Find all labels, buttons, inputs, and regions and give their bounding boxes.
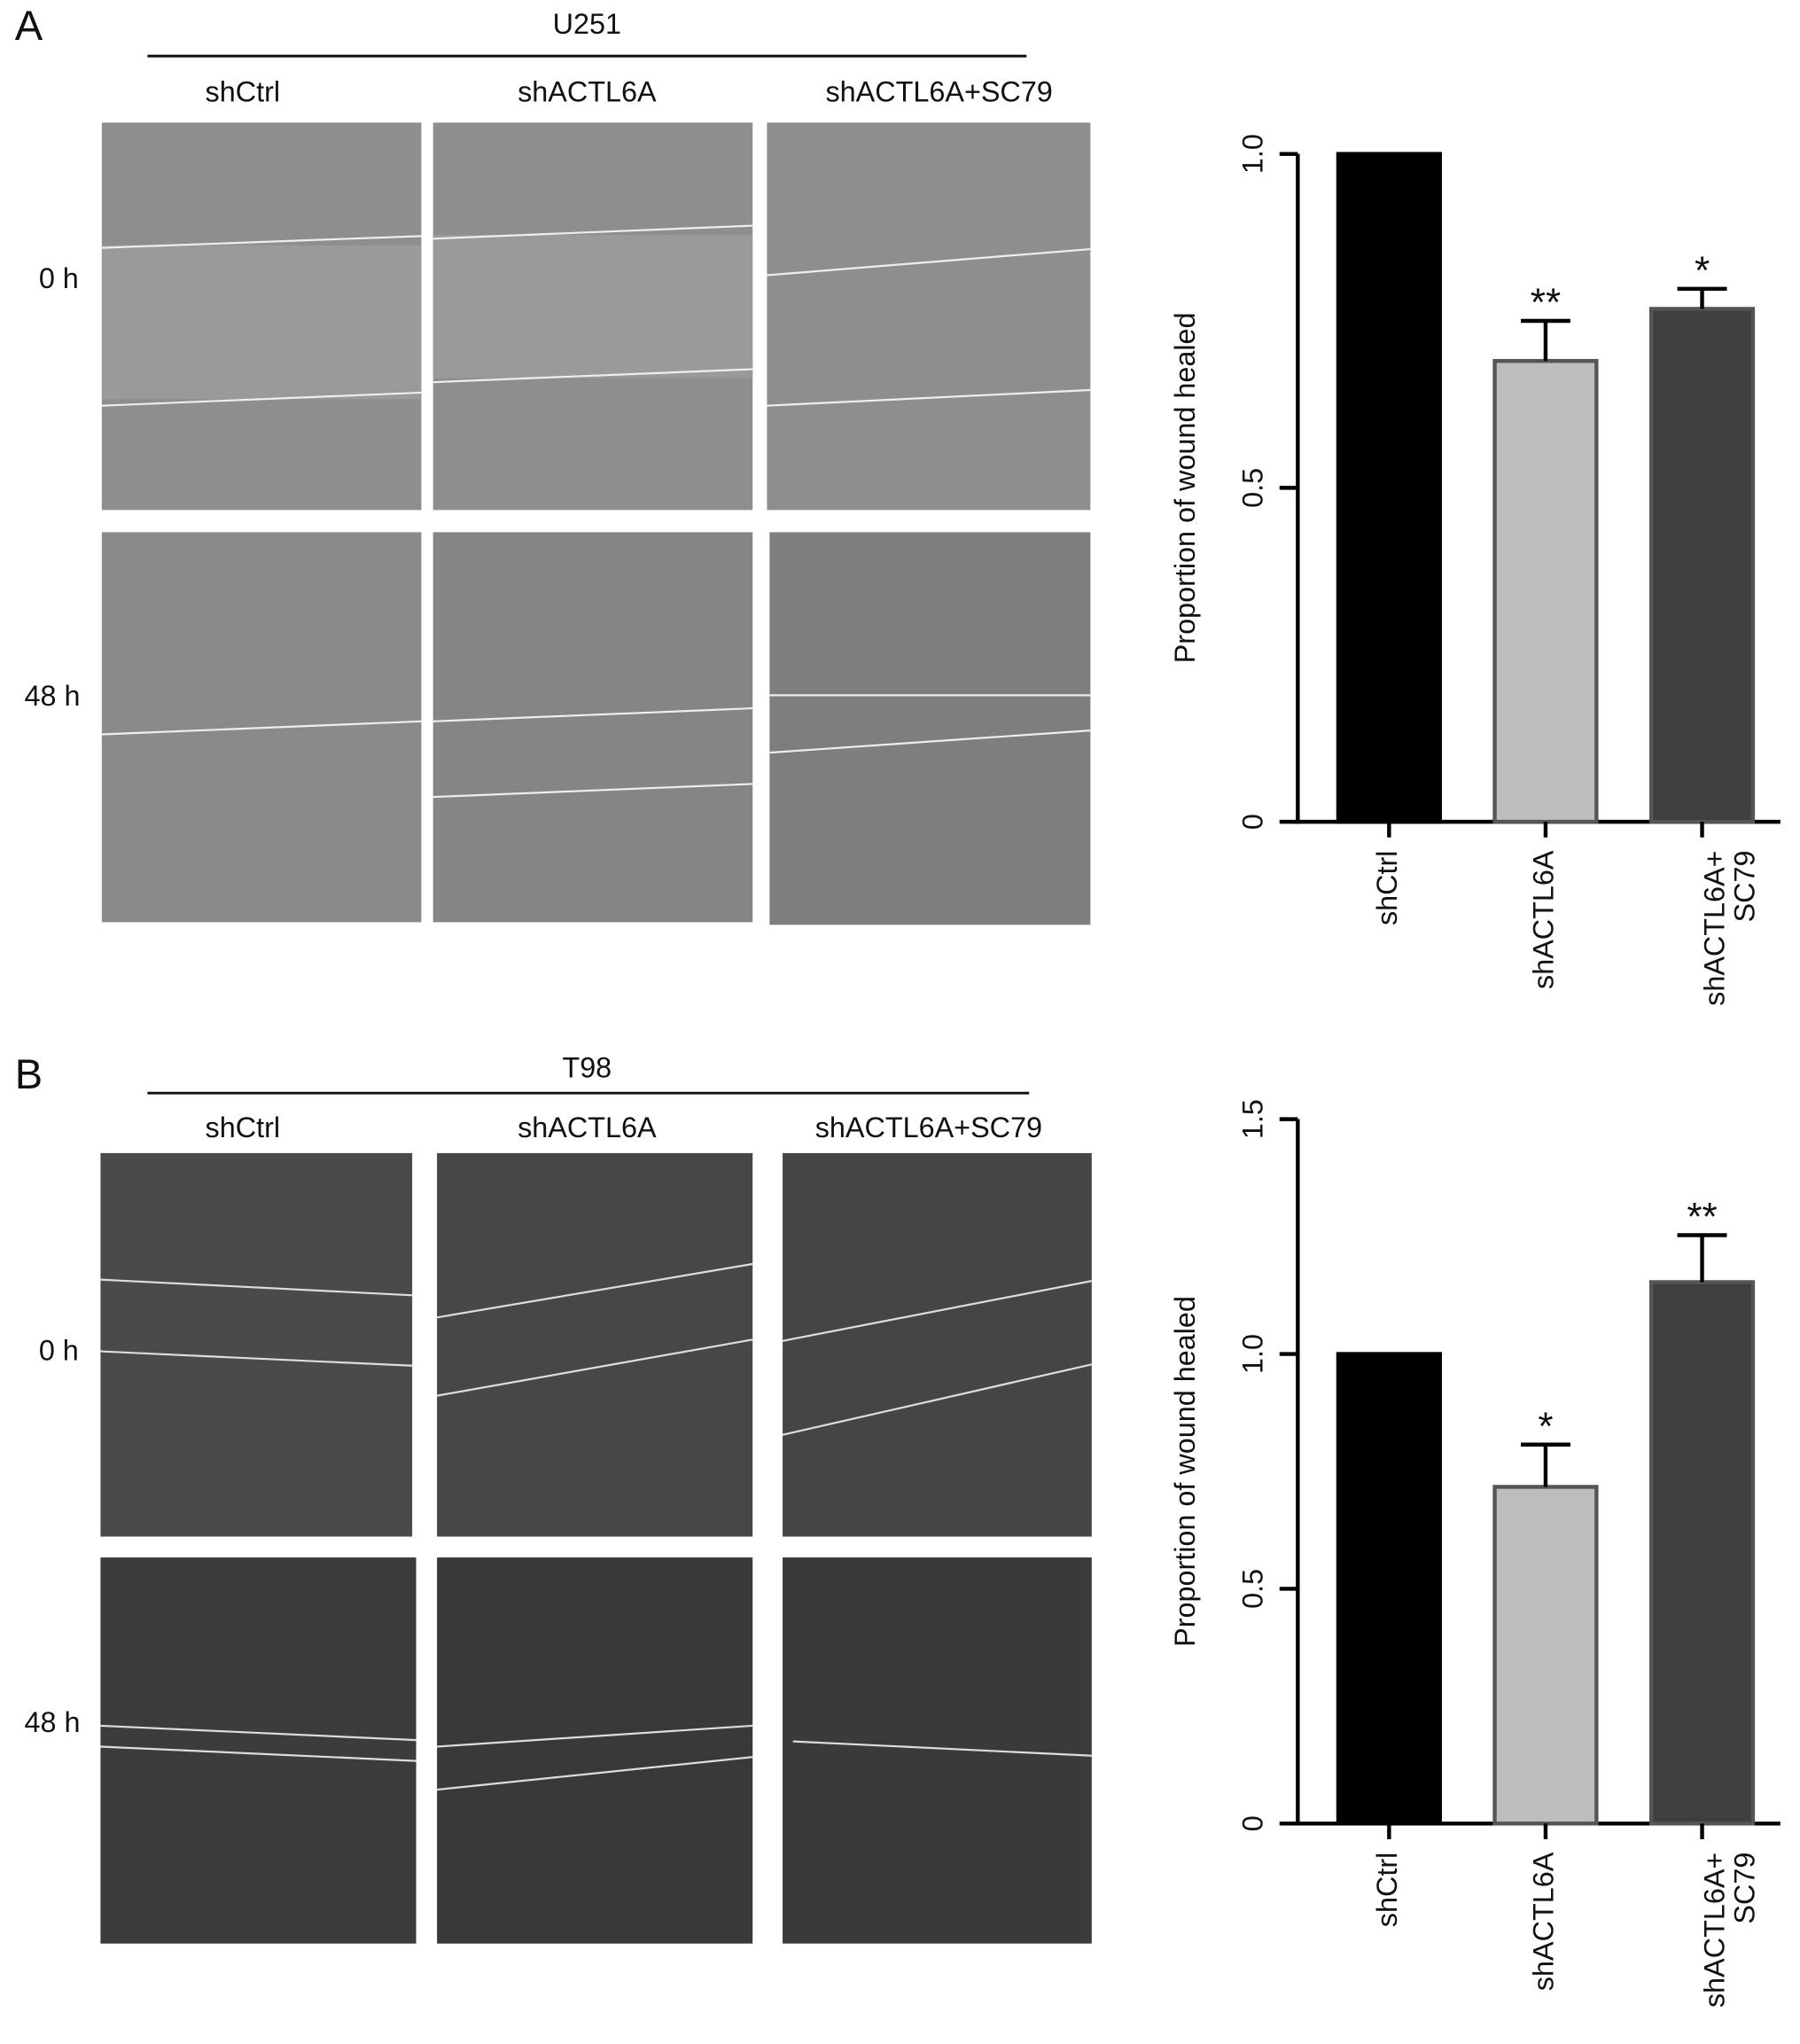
y-axis-label: Proportion of wound healed xyxy=(1169,312,1201,663)
y-tick-label: 1.0 xyxy=(1236,134,1268,174)
x-tick-label: shACTL6A+SC79 xyxy=(1698,1853,1760,2008)
bar xyxy=(1336,152,1442,824)
x-tick-label: shACTL6A xyxy=(1527,1852,1559,1991)
panel-label: A xyxy=(15,2,43,49)
y-tick-label: 0.5 xyxy=(1236,1569,1268,1609)
y-tick-label: 0 xyxy=(1236,814,1268,830)
column-label: shCtrl xyxy=(206,76,281,108)
significance: ** xyxy=(1687,1195,1717,1238)
x-tick-label: shACTL6A+SC79 xyxy=(1698,850,1760,1005)
cell-line: U251 xyxy=(553,8,621,40)
bar xyxy=(1648,307,1756,824)
x-tick-label: shCtrl xyxy=(1371,850,1403,925)
row-label: 0 h xyxy=(39,1335,79,1367)
significance: * xyxy=(1695,249,1710,293)
row-label: 48 h xyxy=(24,1706,80,1738)
panel-label: B xyxy=(15,1050,43,1097)
y-axis-label: Proportion of wound healed xyxy=(1169,1296,1201,1647)
column-label: shACTL6A xyxy=(518,76,657,108)
x-tick-label: shACTL6A xyxy=(1527,850,1559,989)
bar xyxy=(1336,1352,1442,1826)
y-tick-label: 1.5 xyxy=(1236,1099,1268,1139)
significance: ** xyxy=(1531,281,1561,324)
bar xyxy=(1492,359,1599,824)
row-label: 0 h xyxy=(39,262,79,294)
micrographs-a xyxy=(101,122,1091,925)
significance: * xyxy=(1538,1405,1553,1448)
cell-line: T98 xyxy=(562,1051,612,1083)
row-label: 48 h xyxy=(24,680,80,712)
bar xyxy=(1492,1485,1599,1826)
x-tick-label: shCtrl xyxy=(1371,1853,1403,1928)
bar xyxy=(1648,1280,1756,1826)
y-tick-label: 0 xyxy=(1236,1815,1268,1831)
column-label: shACTL6A xyxy=(518,1112,657,1143)
micrographs-b xyxy=(100,1152,1093,1944)
column-label: shACTL6A+SC79 xyxy=(815,1112,1042,1143)
y-tick-label: 1.0 xyxy=(1236,1334,1268,1374)
column-label: shCtrl xyxy=(206,1112,281,1143)
column-label: shACTL6A+SC79 xyxy=(825,76,1052,108)
y-tick-label: 0.5 xyxy=(1236,468,1268,508)
